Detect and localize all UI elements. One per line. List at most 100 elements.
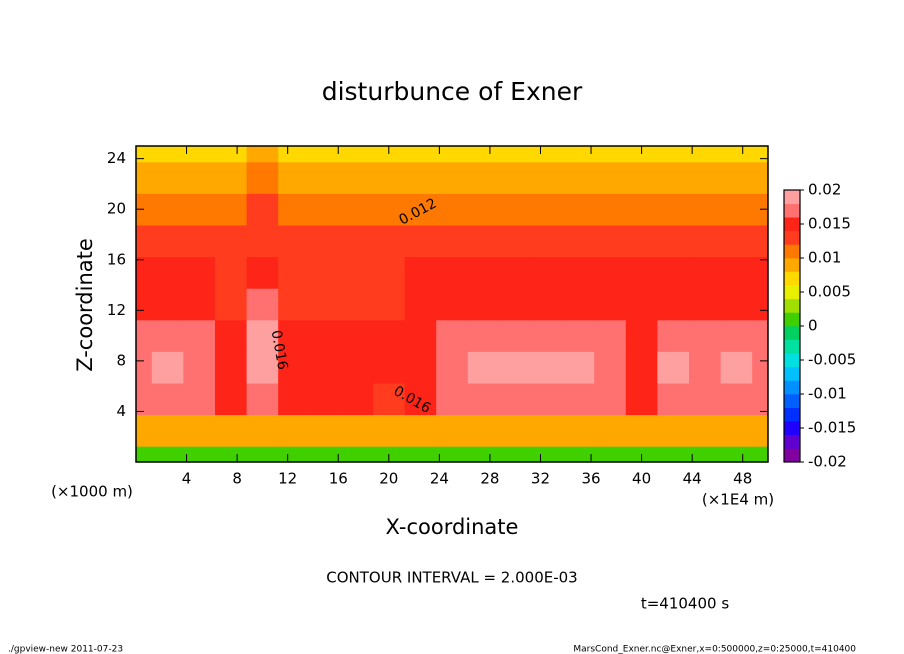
- contour-cell: [562, 383, 595, 416]
- contour-cell: [625, 161, 658, 194]
- contour-cell: [136, 351, 153, 384]
- contour-cell: [499, 161, 532, 194]
- contour-cell: [341, 288, 374, 321]
- colorbar-swatch: [784, 217, 800, 232]
- contour-cell: [183, 161, 216, 194]
- contour-cell: [562, 446, 595, 462]
- contour-cell: [562, 161, 595, 194]
- contour-cell: [278, 225, 311, 258]
- x-tick-label: 48: [733, 470, 752, 488]
- contour-cell: [467, 193, 500, 226]
- contour-cell: [720, 225, 753, 258]
- colorbar-swatch: [784, 421, 800, 436]
- contour-cell: [499, 146, 532, 163]
- contour-cell: [404, 193, 437, 226]
- contour-cell: [531, 256, 564, 289]
- contour-cell: [467, 319, 500, 352]
- contour-cell: [309, 288, 342, 321]
- contour-cell: [404, 288, 437, 321]
- colorbar-tick-label: 0.01: [808, 249, 841, 267]
- contour-cell: [278, 351, 311, 384]
- contour-cell: [309, 161, 342, 194]
- contour-cell: [373, 383, 406, 416]
- contour-cell: [752, 161, 768, 194]
- contour-cell: [657, 446, 690, 462]
- contour-cell: [499, 383, 532, 416]
- contour-cell: [404, 383, 437, 416]
- contour-cell: [215, 414, 248, 447]
- contour-cell: [499, 256, 532, 289]
- contour-cell: [341, 414, 374, 447]
- contour-cell: [278, 146, 311, 163]
- contour-field: [136, 146, 768, 462]
- contour-cell: [531, 414, 564, 447]
- contour-cell: [499, 225, 532, 258]
- contour-label: 0.016: [268, 329, 291, 371]
- contour-cell: [657, 225, 690, 258]
- contour-cell: [151, 256, 184, 289]
- contour-cell: [309, 446, 342, 462]
- contour-cell: [309, 319, 342, 352]
- colorbar-swatch: [784, 271, 800, 286]
- contour-cell: [151, 414, 184, 447]
- contour-cell: [562, 351, 595, 384]
- contour-cell: [467, 351, 500, 384]
- contour-cell: [625, 414, 658, 447]
- contour-cell: [657, 288, 690, 321]
- contour-cell: [562, 256, 595, 289]
- contour-cell: [689, 161, 722, 194]
- contour-cell: [183, 256, 216, 289]
- contour-cell: [594, 193, 627, 226]
- contour-cell: [499, 446, 532, 462]
- colorbar-swatch: [784, 258, 800, 272]
- contour-cell: [467, 288, 500, 321]
- contour-cell: [183, 193, 216, 226]
- contour-cell: [373, 225, 406, 258]
- contour-cell: [562, 225, 595, 258]
- contour-cell: [309, 256, 342, 289]
- contour-cell: [373, 193, 406, 226]
- contour-cell: [215, 193, 248, 226]
- contour-cell: [136, 161, 153, 194]
- contour-cell: [136, 414, 153, 447]
- colorbar-swatch: [784, 312, 800, 327]
- contour-cell: [341, 256, 374, 289]
- y-tick-label: 24: [107, 149, 126, 167]
- contour-cell: [183, 446, 216, 462]
- annotation: t=410400 s: [641, 595, 729, 613]
- contour-cell: [404, 225, 437, 258]
- colorbar-swatch: [784, 448, 800, 463]
- colorbar-swatch: [784, 190, 800, 204]
- contour-cell: [531, 161, 564, 194]
- contour-cell: [436, 446, 469, 462]
- contour-cell: [373, 146, 406, 163]
- colorbar-tick-label: -0.015: [808, 419, 856, 437]
- contour-cell: [151, 146, 184, 163]
- contour-cell: [657, 319, 690, 352]
- contour-cell: [720, 383, 753, 416]
- contour-cell: [373, 414, 406, 447]
- contour-cell: [309, 146, 342, 163]
- contour-cell: [720, 446, 753, 462]
- y-tick-label: 8: [116, 351, 126, 369]
- contour-cell: [246, 193, 279, 226]
- contour-cell: [309, 225, 342, 258]
- colorbar-swatch: [784, 326, 800, 340]
- contour-cell: [689, 288, 722, 321]
- contour-cell: [594, 256, 627, 289]
- contour-cell: [183, 414, 216, 447]
- colorbar-swatch: [784, 394, 800, 408]
- colorbar-swatch: [784, 380, 800, 395]
- contour-cell: [752, 225, 768, 258]
- contour-cell: [436, 288, 469, 321]
- contour-cell: [720, 414, 753, 447]
- colorbar-tick-label: 0: [808, 317, 818, 335]
- contour-cell: [373, 319, 406, 352]
- contour-cell: [467, 383, 500, 416]
- x-tick-label: 24: [430, 470, 449, 488]
- x-tick-label: 12: [278, 470, 297, 488]
- contour-cell: [625, 288, 658, 321]
- contour-cell: [278, 161, 311, 194]
- contour-cell: [531, 146, 564, 163]
- contour-cell: [531, 446, 564, 462]
